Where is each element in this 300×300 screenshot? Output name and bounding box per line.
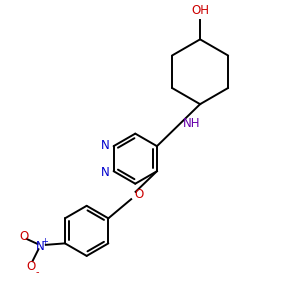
Text: NH: NH <box>183 117 200 130</box>
Text: O: O <box>19 230 28 242</box>
Text: N: N <box>101 139 110 152</box>
Text: N: N <box>101 166 110 178</box>
Text: O: O <box>26 260 36 273</box>
Text: OH: OH <box>191 4 209 17</box>
Text: O: O <box>134 188 144 201</box>
Text: +: + <box>41 236 48 245</box>
Text: -: - <box>36 267 39 277</box>
Text: N: N <box>36 240 44 253</box>
